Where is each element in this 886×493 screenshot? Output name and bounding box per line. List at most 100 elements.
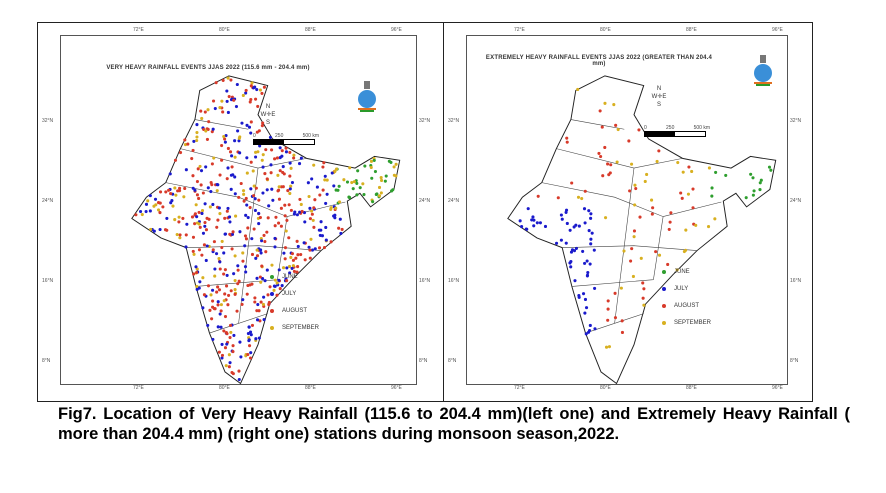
- station-dot: [280, 284, 284, 288]
- station-dot: [255, 87, 259, 92]
- station-dot: [233, 155, 237, 159]
- latitude-tick: 8°N: [448, 358, 457, 364]
- station-dot: [241, 259, 245, 263]
- station-dot: [290, 252, 295, 256]
- station-dot: [565, 136, 569, 140]
- station-dot: [204, 228, 209, 232]
- station-dot: [609, 163, 613, 167]
- station-dot: [710, 186, 714, 190]
- station-dot: [183, 138, 187, 142]
- station-dot: [277, 197, 282, 201]
- station-dot: [302, 241, 306, 245]
- station-dot: [303, 220, 307, 224]
- station-dot: [195, 221, 199, 225]
- station-dot: [587, 209, 591, 213]
- station-dot: [245, 156, 249, 160]
- station-dot: [536, 194, 540, 198]
- legend-label: AUGUST: [674, 302, 700, 309]
- station-dot: [654, 250, 658, 254]
- station-dot: [324, 238, 328, 242]
- station-dot: [614, 123, 618, 127]
- station-dot: [245, 203, 249, 207]
- station-dot: [257, 129, 261, 133]
- legend-dot: [662, 320, 666, 325]
- station-dot: [629, 259, 633, 263]
- station-dot: [296, 244, 300, 249]
- station-dot: [622, 249, 626, 253]
- station-dot: [260, 239, 264, 243]
- compass-n: N: [656, 86, 662, 92]
- longitude-tick: 96°E: [391, 385, 402, 391]
- station-dot: [752, 189, 756, 193]
- station-dot: [241, 298, 245, 302]
- station-dot: [313, 198, 317, 202]
- station-dot: [224, 133, 228, 138]
- station-dot: [183, 186, 187, 190]
- station-dot: [238, 151, 242, 155]
- india-map: [507, 75, 777, 385]
- station-dot: [581, 249, 585, 253]
- very-heavy-rainfall-map-panel: VERY HEAVY RAINFALL EVENTS JJAS 2022 (11…: [37, 22, 444, 402]
- station-dot: [215, 189, 219, 193]
- station-dot: [345, 180, 350, 184]
- station-dot: [213, 267, 217, 271]
- station-dot: [599, 154, 603, 159]
- station-dot: [266, 293, 270, 297]
- station-dot: [751, 176, 755, 180]
- station-dot: [535, 221, 539, 225]
- station-dot: [233, 254, 237, 258]
- map-title: VERY HEAVY RAINFALL EVENTS JJAS 2022 (11…: [106, 65, 310, 71]
- station-dot: [261, 302, 265, 306]
- station-dot: [273, 236, 277, 240]
- station-dot: [273, 245, 277, 249]
- station-dot: [244, 213, 248, 217]
- india-outline: [131, 75, 401, 385]
- station-dot: [225, 99, 229, 103]
- station-dot: [190, 156, 194, 161]
- compass-s: S: [656, 102, 661, 108]
- station-dot: [215, 290, 219, 294]
- legend: JUNE JULY AUGUST SEPTEMBER: [270, 268, 319, 336]
- station-dot: [249, 97, 253, 102]
- station-dot: [198, 164, 202, 168]
- station-dot: [153, 197, 158, 201]
- figure-caption: Fig7. Location of Very Heavy Rainfall (1…: [58, 405, 850, 443]
- station-dot: [235, 309, 239, 313]
- longitude-tick: 72°E: [514, 385, 525, 391]
- longitude-tick: 88°E: [305, 385, 316, 391]
- station-dot: [336, 188, 340, 192]
- station-dot: [247, 125, 252, 129]
- station-dot: [556, 196, 560, 200]
- station-dot: [230, 247, 234, 251]
- station-dot: [169, 192, 173, 196]
- station-dot: [277, 268, 281, 272]
- station-dot: [285, 279, 289, 283]
- longitude-tick: 88°E: [305, 27, 316, 33]
- station-dot: [194, 203, 198, 207]
- station-dot: [332, 184, 336, 188]
- station-dot: [706, 225, 711, 229]
- station-dot: [267, 300, 271, 305]
- station-dot: [198, 280, 202, 284]
- station-dot: [262, 295, 266, 299]
- longitude-tick: 88°E: [686, 385, 697, 391]
- longitude-tick: 72°E: [133, 27, 144, 33]
- station-dot: [292, 269, 296, 273]
- station-dot: [253, 197, 257, 201]
- station-dot: [601, 174, 605, 178]
- station-dot: [171, 204, 175, 208]
- station-dot: [229, 187, 233, 191]
- legend-item: SEPTEMBER: [270, 319, 319, 336]
- station-dot: [221, 78, 225, 82]
- station-dot: [593, 327, 597, 331]
- station-dot: [288, 271, 292, 275]
- station-dot: [370, 176, 374, 180]
- station-dot: [209, 293, 213, 297]
- station-dot: [392, 173, 396, 177]
- station-dot: [272, 288, 276, 292]
- station-dot: [559, 213, 563, 217]
- station-dot: [259, 280, 263, 284]
- station-dot: [279, 206, 283, 210]
- station-dot: [209, 189, 213, 194]
- station-dot: [630, 162, 634, 166]
